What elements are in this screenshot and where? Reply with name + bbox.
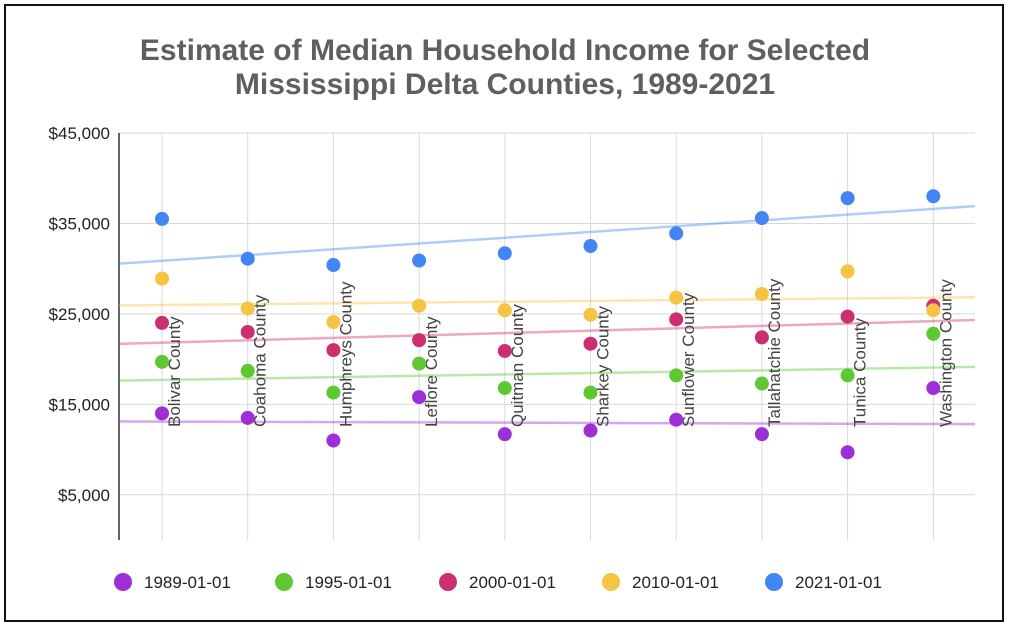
data-point	[326, 258, 341, 273]
data-point	[840, 191, 855, 206]
data-point	[583, 336, 598, 351]
data-point	[754, 427, 769, 442]
data-point	[754, 211, 769, 226]
data-point	[583, 239, 598, 254]
category-label: Leflore County	[422, 316, 441, 427]
data-point	[155, 406, 169, 421]
data-point	[840, 368, 855, 383]
legend-marker	[602, 573, 620, 591]
data-point	[412, 298, 427, 313]
y-tick-label: $25,000	[49, 305, 110, 324]
legend-label: 1989-01-01	[144, 573, 231, 592]
data-point	[240, 363, 255, 378]
data-point	[240, 251, 255, 266]
data-point	[669, 368, 684, 383]
legend-marker	[275, 573, 293, 591]
data-point	[754, 286, 769, 301]
data-point	[497, 381, 512, 396]
chart-title-line-1: Estimate of Median Household Income for …	[139, 34, 871, 67]
data-point	[840, 309, 855, 324]
category-label: Tunica County	[851, 318, 870, 427]
trendline	[118, 420, 976, 426]
legend-marker	[114, 573, 132, 591]
category-label: Quitman County	[508, 304, 527, 427]
trendline	[118, 318, 976, 346]
data-point	[926, 381, 941, 396]
category-label: Washington County	[936, 279, 955, 427]
category-label: Bolivar County	[165, 316, 184, 427]
data-point	[926, 326, 941, 341]
data-point	[926, 303, 941, 318]
data-point	[669, 290, 684, 305]
trendline	[118, 204, 976, 265]
y-tick-label: $15,000	[49, 395, 110, 414]
category-label: Sunflower County	[679, 292, 698, 427]
data-point	[412, 253, 427, 268]
chart-title-line-2: Mississippi Delta Counties, 1989-2021	[234, 68, 776, 101]
data-point	[155, 354, 169, 369]
data-point	[669, 226, 684, 241]
data-point	[497, 303, 512, 318]
category-label: Humphreys County	[336, 281, 355, 427]
category-label: Tallahatchie County	[765, 278, 784, 427]
data-point	[326, 385, 341, 400]
legend-marker	[765, 573, 783, 591]
data-point	[326, 343, 341, 358]
data-point	[326, 315, 341, 330]
data-point	[412, 333, 427, 348]
data-point	[583, 307, 598, 322]
category-label: Coahoma County	[251, 294, 270, 427]
trendline	[118, 365, 976, 382]
data-point	[669, 312, 684, 327]
legend-label: 2010-01-01	[632, 573, 719, 592]
data-point	[926, 189, 941, 204]
data-point	[326, 433, 341, 448]
data-point	[583, 423, 598, 438]
data-point	[840, 445, 855, 460]
data-point	[155, 315, 169, 330]
legend-label: 1995-01-01	[305, 573, 392, 592]
data-point	[155, 211, 169, 226]
y-tick-label: $5,000	[58, 486, 110, 505]
data-point	[840, 264, 855, 279]
data-point	[497, 246, 512, 261]
category-label: Sharkey County	[594, 306, 613, 427]
data-point	[754, 376, 769, 391]
data-point	[412, 390, 427, 405]
data-point	[412, 356, 427, 371]
y-tick-label: $45,000	[49, 124, 110, 143]
legend-marker	[439, 573, 457, 591]
data-point	[754, 330, 769, 345]
data-point	[240, 301, 255, 316]
data-point	[240, 324, 255, 339]
y-tick-label: $35,000	[49, 214, 110, 233]
data-point	[669, 412, 684, 427]
legend-label: 2000-01-01	[469, 573, 556, 592]
data-point	[497, 427, 512, 442]
data-point	[240, 410, 255, 425]
data-point	[583, 385, 598, 400]
trendline	[118, 295, 976, 307]
data-point	[497, 343, 512, 358]
legend-label: 2021-01-01	[795, 573, 882, 592]
data-point	[155, 271, 169, 286]
